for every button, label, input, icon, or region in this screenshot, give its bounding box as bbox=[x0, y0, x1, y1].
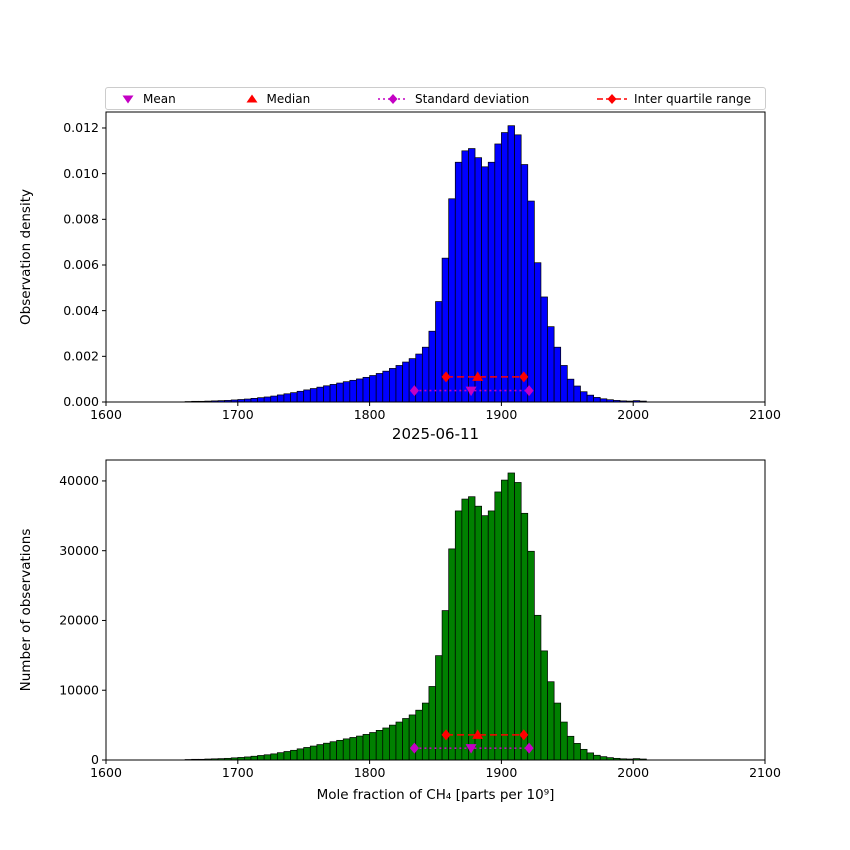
x-tick-label: 2100 bbox=[749, 407, 781, 422]
iqr-dashed-diamond-icon bbox=[597, 93, 628, 104]
counts-histogram-chart: 1600 1700 1800 1900 2000 2100 0 10000 20000 30000… bbox=[18, 459, 781, 803]
histogram-bars bbox=[184, 125, 647, 403]
legend-item-iqr: Inter quartile range bbox=[597, 92, 751, 106]
diamond-marker bbox=[441, 729, 451, 741]
median-marker bbox=[472, 729, 484, 739]
x-tick-label: 1700 bbox=[222, 765, 254, 780]
median-triangle-up-icon bbox=[246, 94, 258, 102]
x-tick-label: 2100 bbox=[749, 765, 781, 780]
legend-label-std: Standard deviation bbox=[415, 91, 530, 106]
diamond-marker bbox=[519, 371, 529, 383]
x-tick-label: 2000 bbox=[617, 765, 649, 780]
x-tick-label: 2000 bbox=[617, 407, 649, 422]
x-axis-label: Mole fraction of CH₄ [parts per 10⁹] bbox=[317, 787, 555, 803]
y-tick-label: 0 bbox=[91, 752, 99, 767]
mean-marker bbox=[465, 386, 477, 397]
x-tick-label: 1800 bbox=[354, 407, 386, 422]
density-histogram-chart: 1600 1700 1800 1900 2000 21000.0000.0020.0040… bbox=[18, 111, 781, 443]
y-tick-label: 0.004 bbox=[63, 303, 99, 318]
axes-frame bbox=[105, 111, 766, 403]
x-tick-label: 1600 bbox=[90, 407, 122, 422]
y-tick-label: 0.008 bbox=[63, 212, 99, 227]
legend-item-mean: Mean bbox=[120, 92, 176, 106]
y-tick-label: 10000 bbox=[59, 682, 99, 697]
mean-marker bbox=[465, 744, 477, 754]
x-tick-label: 1800 bbox=[354, 765, 386, 780]
y-tick-label: 30000 bbox=[59, 543, 99, 558]
diamond-marker bbox=[519, 729, 529, 741]
median-marker bbox=[472, 371, 484, 381]
diamond-marker bbox=[441, 371, 451, 383]
legend-item-std: Standard deviation bbox=[378, 92, 529, 106]
legend-label-mean: Mean bbox=[143, 91, 176, 106]
legend-item-median: Median bbox=[244, 91, 311, 106]
legend-label-median: Median bbox=[266, 91, 311, 106]
legend: Mean Median Standard deviation Inter qua… bbox=[105, 87, 766, 110]
y-axis-label: Observation density bbox=[18, 189, 34, 325]
diamond-marker bbox=[524, 385, 534, 397]
mean-triangle-down-icon bbox=[122, 95, 134, 103]
y-tick-label: 0.012 bbox=[63, 120, 99, 135]
diamond-marker bbox=[409, 385, 419, 397]
stat-markers bbox=[409, 371, 534, 397]
y-axis: 0 10000 20000 30000 40000 bbox=[59, 473, 106, 767]
x-tick-label: 1900 bbox=[485, 765, 517, 780]
legend-label-iqr: Inter quartile range bbox=[634, 91, 751, 106]
y-tick-label: 0.006 bbox=[63, 257, 99, 272]
y-axis: 0.000 0.002 0.004 0.006 0.008 0.010 0.012 bbox=[63, 120, 106, 409]
axes-frame bbox=[105, 459, 766, 761]
x-tick-label: 1700 bbox=[222, 407, 254, 422]
x-axis-label: 2025-06-11 bbox=[392, 425, 479, 443]
y-tick-label: 20000 bbox=[59, 613, 99, 628]
x-tick-label: 1600 bbox=[90, 765, 122, 780]
diamond-marker bbox=[409, 742, 419, 754]
y-axis-label: Number of observations bbox=[18, 529, 34, 692]
x-axis: 1600 1700 1800 1900 2000 2100 bbox=[90, 402, 781, 422]
std-deviation-dotted-diamond-icon bbox=[378, 93, 409, 104]
histogram-bars bbox=[184, 472, 647, 761]
y-tick-label: 0.002 bbox=[63, 349, 99, 364]
x-axis: 1600 1700 1800 1900 2000 2100 bbox=[90, 760, 781, 780]
y-tick-label: 0.010 bbox=[63, 166, 99, 181]
diamond-marker bbox=[524, 742, 534, 754]
stat-markers bbox=[409, 729, 534, 754]
y-tick-label: 40000 bbox=[59, 473, 99, 488]
x-tick-label: 1900 bbox=[485, 407, 517, 422]
y-tick-label: 0.000 bbox=[63, 394, 99, 409]
